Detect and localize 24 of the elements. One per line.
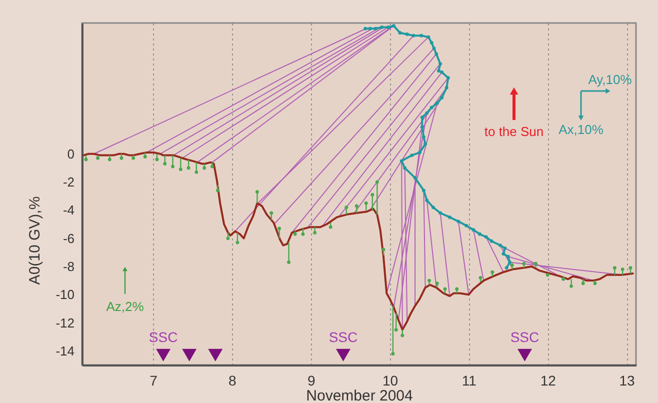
x-tick-label: 9 — [307, 372, 316, 388]
y-tick-label: -4 — [62, 202, 74, 218]
x-tick-label: 12 — [540, 372, 556, 388]
annotation: Az,2% — [106, 299, 144, 314]
x-tick-label: 7 — [150, 372, 158, 388]
x-tick-label: 8 — [228, 372, 237, 388]
x-tick-label: 11 — [462, 372, 477, 388]
y-tick-label: -8 — [62, 258, 74, 274]
y-tick-label: -2 — [62, 174, 74, 190]
annotation: Ay,10% — [588, 72, 632, 87]
y-tick-label: -6 — [62, 230, 74, 246]
y-tick-label: -12 — [56, 315, 74, 330]
y-axis-title: A0(10 GV),% — [26, 196, 44, 285]
annotation: to the Sun — [484, 124, 544, 139]
y-tick-label: 0 — [67, 146, 74, 162]
y-tick-label: -10 — [56, 287, 74, 302]
annotation: SSC — [148, 329, 178, 346]
annotation: Ax,10% — [558, 122, 604, 137]
y-tick-label: -14 — [56, 343, 74, 358]
x-axis-title: November 2004 — [306, 388, 413, 403]
annotation: SSC — [510, 329, 540, 346]
x-tick-label: 13 — [619, 372, 636, 388]
x-tick-label: 10 — [382, 372, 398, 388]
annotation: SSC — [328, 329, 358, 346]
